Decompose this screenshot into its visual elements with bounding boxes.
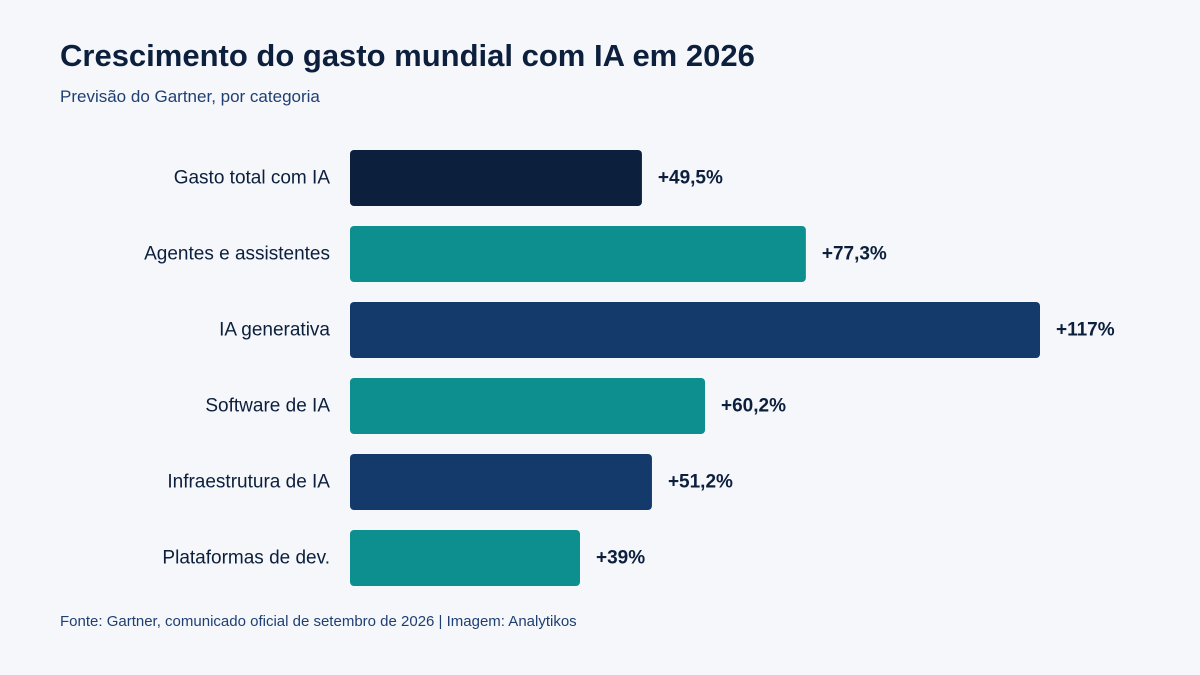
- bar: [350, 226, 806, 282]
- category-label: Infraestrutura de IA: [167, 472, 330, 493]
- value-label: +49,5%: [658, 168, 723, 189]
- category-label: Gasto total com IA: [174, 168, 331, 189]
- value-label: +77,3%: [822, 244, 887, 265]
- source-note: Fonte: Gartner, comunicado oficial de se…: [60, 613, 577, 630]
- bar: [350, 150, 642, 206]
- chart-title: Crescimento do gasto mundial com IA em 2…: [60, 38, 755, 73]
- bar: [350, 302, 1040, 358]
- chart-subtitle: Previsão do Gartner, por categoria: [60, 87, 320, 106]
- category-label: Software de IA: [205, 396, 330, 417]
- value-label: +39%: [596, 548, 645, 569]
- category-label: Agentes e assistentes: [144, 244, 330, 265]
- bar: [350, 454, 652, 510]
- bar: [350, 530, 580, 586]
- category-label: IA generativa: [219, 320, 330, 341]
- value-label: +60,2%: [721, 396, 786, 417]
- value-label: +51,2%: [668, 472, 733, 493]
- value-label: +117%: [1056, 320, 1115, 341]
- bar: [350, 378, 706, 434]
- category-label: Plataformas de dev.: [162, 548, 330, 569]
